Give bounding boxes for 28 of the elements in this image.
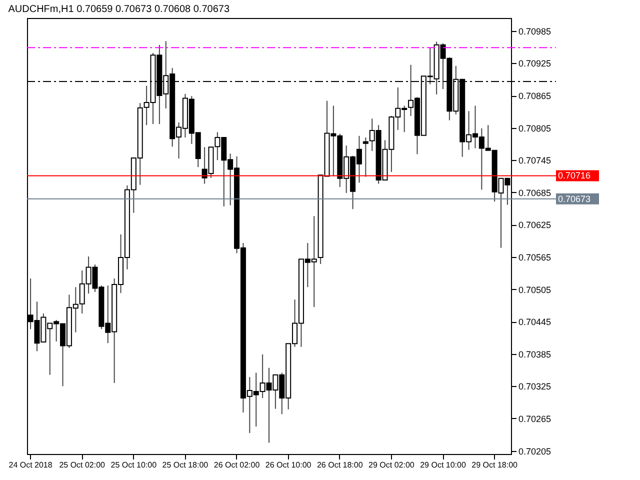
y-tick-label: 0.70805	[518, 123, 552, 134]
chart-title: AUDCHFm,H1 0.70659 0.70673 0.70608 0.70673	[8, 4, 230, 15]
x-tick-label: 25 Oct 02:00	[59, 460, 106, 470]
x-tick-label: 29 Oct 10:00	[420, 460, 466, 470]
x-tick-label: 29 Oct 02:00	[368, 460, 415, 470]
y-tick-label: 0.70205	[518, 446, 552, 456]
y-tick-label: 0.70865	[518, 91, 552, 102]
y-tick-label: 0.70925	[518, 58, 552, 69]
y-tick-label: 0.70265	[518, 414, 552, 424]
y-tick-label: 0.70625	[518, 220, 552, 230]
y-tick-label: 0.70745	[518, 156, 552, 166]
y-tick-label: 0.70985	[518, 26, 552, 36]
x-tick-label: 25 Oct 10:00	[110, 460, 158, 470]
x-tick-label: 29 Oct 18:00	[472, 460, 518, 470]
y-tick-label: 0.70385	[518, 349, 552, 360]
y-tick-label: 0.70565	[518, 252, 552, 262]
y-tick-label: 0.70685	[518, 188, 552, 198]
y-tick-label: 0.70325	[518, 382, 552, 392]
y-tick-label: 0.70505	[518, 284, 552, 295]
ref-line-label: 0.70716	[558, 170, 591, 181]
x-tick-label: 25 Oct 18:00	[162, 460, 209, 470]
x-tick-label: 26 Oct 18:00	[316, 460, 364, 470]
candlestick	[362, 136, 368, 178]
x-tick-label: 24 Oct 2018	[8, 460, 53, 470]
y-tick-label: 0.70445	[518, 317, 552, 328]
ref-line-label: 0.70673	[558, 194, 591, 204]
x-tick-label: 26 Oct 02:00	[214, 460, 260, 470]
x-tick-label: 26 Oct 10:00	[265, 460, 312, 470]
